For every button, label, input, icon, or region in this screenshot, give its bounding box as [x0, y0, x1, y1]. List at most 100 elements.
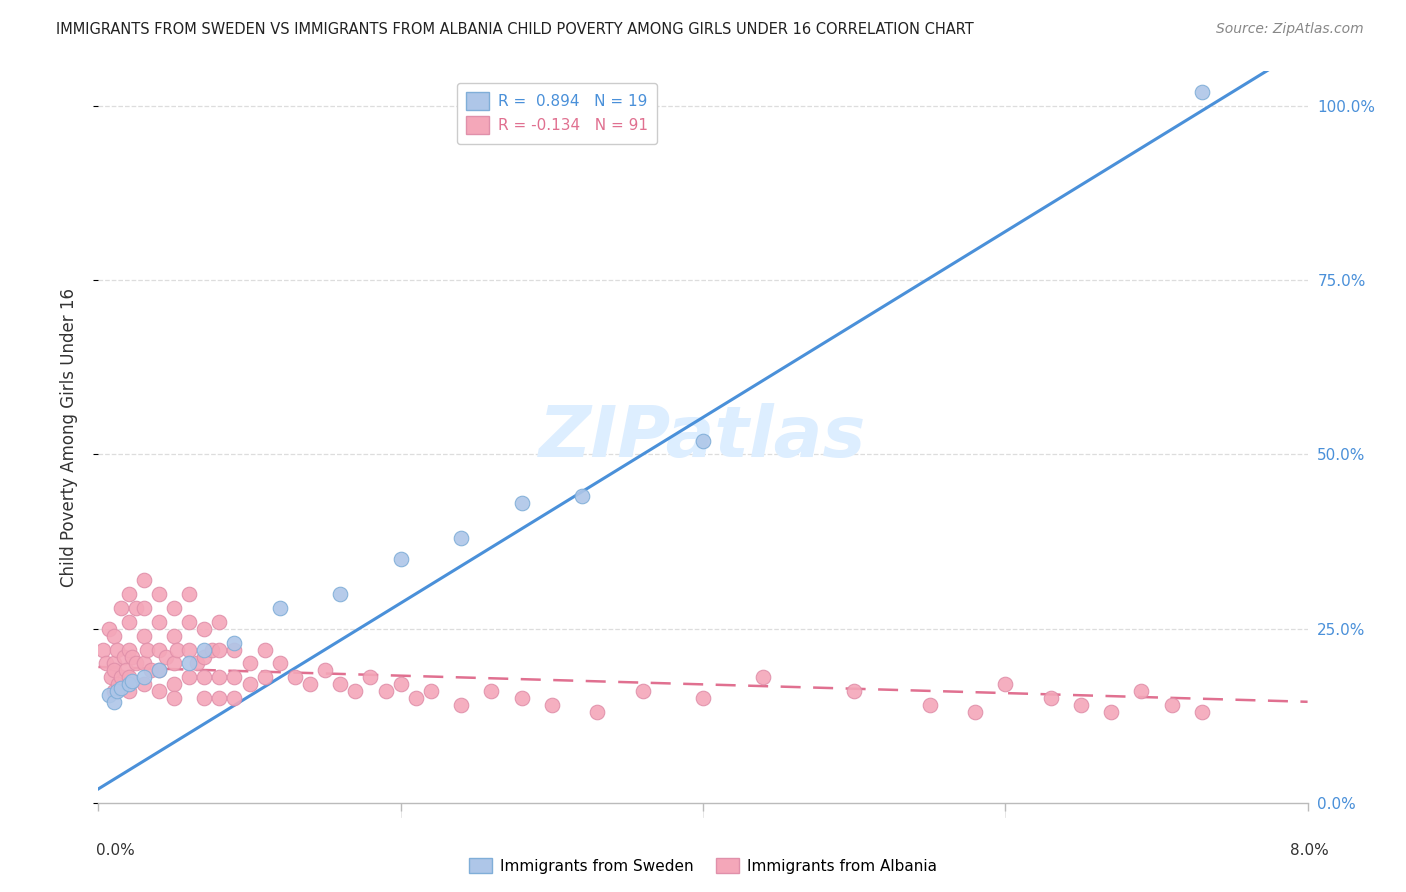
Point	[994, 677, 1017, 691]
Point	[918, 698, 941, 713]
Point	[481, 684, 503, 698]
Point	[103, 629, 125, 643]
Point	[148, 664, 170, 678]
Point	[586, 705, 609, 719]
Point	[163, 657, 186, 671]
Point	[148, 587, 170, 601]
Point	[224, 691, 246, 706]
Point	[103, 657, 125, 671]
Text: 0.0%: 0.0%	[96, 843, 135, 858]
Point	[114, 664, 136, 678]
Point	[125, 600, 148, 615]
Point	[329, 677, 352, 691]
Point	[224, 642, 246, 657]
Point	[193, 622, 215, 636]
Y-axis label: Child Poverty Among Girls Under 16: Child Poverty Among Girls Under 16	[59, 287, 77, 587]
Point	[1160, 698, 1182, 713]
Point	[103, 684, 125, 698]
Point	[98, 622, 121, 636]
Point	[163, 629, 186, 643]
Point	[103, 664, 125, 678]
Point	[118, 587, 141, 601]
Point	[1130, 684, 1153, 698]
Point	[208, 670, 231, 684]
Point	[450, 698, 472, 713]
Point	[118, 677, 141, 691]
Point	[344, 684, 367, 698]
Point	[112, 649, 135, 664]
Point	[752, 670, 775, 684]
Point	[208, 691, 231, 706]
Point	[110, 670, 132, 684]
Point	[103, 695, 125, 709]
Point	[299, 677, 322, 691]
Point	[208, 642, 231, 657]
Point	[179, 657, 201, 671]
Point	[132, 600, 155, 615]
Point	[389, 552, 412, 566]
Point	[239, 677, 262, 691]
Point	[571, 489, 593, 503]
Point	[389, 677, 412, 691]
Text: ZIPatlas: ZIPatlas	[540, 402, 866, 472]
Point	[163, 691, 186, 706]
Point	[118, 615, 141, 629]
Point	[193, 649, 215, 664]
Point	[121, 673, 143, 688]
Point	[166, 642, 188, 657]
Point	[405, 691, 427, 706]
Point	[179, 670, 201, 684]
Point	[186, 657, 208, 671]
Point	[179, 587, 201, 601]
Point	[224, 635, 246, 649]
Point	[360, 670, 382, 684]
Point	[1070, 698, 1092, 713]
Point	[91, 642, 114, 657]
Point	[132, 629, 155, 643]
Point	[132, 670, 155, 684]
Point	[224, 670, 246, 684]
Point	[132, 657, 155, 671]
Point	[208, 615, 231, 629]
Point	[314, 664, 336, 678]
Point	[135, 642, 157, 657]
Point	[631, 684, 654, 698]
Point	[121, 649, 143, 664]
Point	[148, 642, 170, 657]
Point	[118, 684, 141, 698]
Point	[193, 670, 215, 684]
Point	[692, 434, 714, 448]
Point	[105, 684, 128, 698]
Point	[201, 642, 224, 657]
Point	[179, 615, 201, 629]
Point	[193, 691, 215, 706]
Point	[965, 705, 987, 719]
Point	[141, 664, 163, 678]
Point	[193, 642, 215, 657]
Point	[110, 681, 132, 695]
Point	[1191, 85, 1213, 99]
Point	[692, 691, 714, 706]
Point	[269, 600, 291, 615]
Point	[110, 600, 132, 615]
Point	[132, 677, 155, 691]
Point	[844, 684, 866, 698]
Point	[239, 657, 262, 671]
Point	[284, 670, 307, 684]
Point	[329, 587, 352, 601]
Point	[105, 642, 128, 657]
Point	[269, 657, 291, 671]
Point	[132, 573, 155, 587]
Point	[98, 688, 121, 702]
Point	[540, 698, 562, 713]
Point	[450, 531, 472, 545]
Point	[94, 657, 117, 671]
Point	[107, 677, 129, 691]
Point	[253, 642, 276, 657]
Point	[1099, 705, 1122, 719]
Legend: R =  0.894   N = 19, R = -0.134   N = 91: R = 0.894 N = 19, R = -0.134 N = 91	[457, 83, 657, 144]
Point	[118, 670, 141, 684]
Point	[510, 496, 533, 510]
Point	[163, 600, 186, 615]
Legend: Immigrants from Sweden, Immigrants from Albania: Immigrants from Sweden, Immigrants from …	[463, 852, 943, 880]
